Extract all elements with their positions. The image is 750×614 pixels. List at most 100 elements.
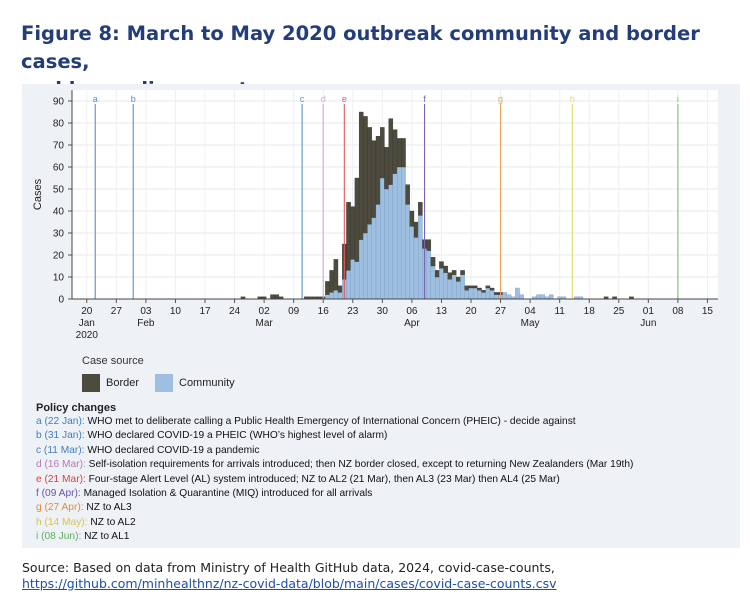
chart-panel: 0 10 20 30 40 50 60 70 80 90 Cases a b c d e f g h i 20 Jan 20…	[22, 84, 740, 548]
bar-community	[401, 166, 406, 300]
bar-border	[456, 276, 461, 282]
x-tick-label: 30	[377, 306, 389, 317]
bar-community	[388, 184, 394, 300]
x-tick-label: 09	[288, 306, 300, 317]
bar-border	[418, 202, 423, 216]
bar-border	[363, 116, 368, 234]
x-tick-label: 16	[318, 306, 330, 317]
y-axis-title: Cases	[32, 178, 44, 210]
policy-text: NZ to AL1	[81, 531, 130, 543]
y-tick-label: 80	[53, 119, 65, 130]
bar-community	[443, 272, 448, 300]
bar-community	[396, 166, 402, 300]
y-tick-label: 40	[53, 207, 65, 218]
bar-community	[363, 232, 368, 300]
policy-title: Policy changes	[36, 402, 117, 414]
legend-item-border: Border	[82, 374, 139, 392]
bar-border	[426, 239, 432, 251]
bar-community	[426, 250, 432, 300]
bar-border	[485, 285, 491, 289]
policy-item-b: b (31 Jan): WHO declared COVID-19 a PHEI…	[36, 430, 387, 441]
bar-community	[472, 287, 478, 300]
x-tick-label: 03	[140, 306, 152, 317]
bar-community	[350, 259, 356, 300]
x-tick-label: 20	[465, 306, 477, 317]
bar-community	[409, 226, 415, 300]
bar-community	[519, 294, 524, 300]
bar-community	[367, 224, 372, 300]
bar-border	[443, 265, 448, 273]
bar-border	[329, 270, 334, 293]
y-tick-label: 10	[53, 273, 65, 284]
bar-border	[384, 147, 389, 190]
bar-community	[413, 237, 419, 300]
bar-border	[396, 138, 402, 168]
event-label-f: f	[423, 94, 426, 104]
bar-community	[337, 292, 343, 300]
x-tick-label: 18	[584, 306, 596, 317]
policy-text: NZ to AL2	[87, 516, 136, 528]
x-tick-label: 02	[259, 306, 271, 317]
x-tick-label: 01	[643, 306, 655, 317]
policy-key: i (08 Jun):	[36, 531, 82, 543]
source-note: Source: Based on data from Ministry of H…	[22, 560, 737, 592]
bar-community	[506, 294, 512, 300]
x-tick-label: 27	[111, 306, 123, 317]
policy-key: g (27 Apr):	[36, 502, 84, 514]
bar-border	[274, 294, 280, 300]
event-label-i: i	[677, 94, 679, 104]
policy-item-c: c (11 Mar): WHO declared COVID-19 a pand…	[36, 445, 259, 456]
bar-border	[358, 111, 364, 240]
x-tick-label: 13	[436, 306, 448, 317]
bar-border	[392, 129, 398, 174]
bar-border	[354, 177, 360, 262]
bar-community	[354, 261, 360, 300]
event-label-h: h	[570, 94, 575, 104]
bar-border	[388, 118, 394, 185]
bar-community	[384, 188, 389, 300]
bar-community	[333, 290, 339, 300]
bar-border	[337, 285, 343, 293]
bar-community	[447, 279, 453, 300]
legend-item-community: Community	[155, 374, 235, 392]
x-month-label: May	[521, 318, 540, 329]
bar-border	[439, 261, 444, 269]
x-tick-label: 06	[406, 306, 418, 317]
bar-border	[375, 136, 381, 205]
bar-community	[485, 287, 491, 300]
bar-community	[515, 287, 520, 300]
bar-community	[430, 265, 436, 300]
bar-border	[468, 285, 474, 289]
bar-community	[494, 294, 499, 300]
bar-community	[540, 294, 546, 300]
policy-text: WHO met to deliberate calling a Public H…	[84, 416, 576, 427]
y-tick-label: 70	[53, 141, 65, 152]
policy-item-e: e (21 Mar): Four-stage Alert Level (AL) …	[36, 474, 560, 485]
event-label-g: g	[498, 94, 503, 104]
x-tick-label: 20	[81, 306, 93, 317]
policy-text: Four-stage Alert Level (AL) system intro…	[85, 473, 560, 485]
bar-border	[472, 285, 478, 289]
source-link[interactable]: https://github.com/minhealthnz/nz-covid-…	[22, 576, 557, 591]
bar-community	[464, 290, 470, 300]
bar-border	[430, 257, 436, 267]
policy-item-g: g (27 Apr): NZ to AL3	[36, 502, 132, 513]
bar-community	[489, 290, 495, 300]
legend-label-community: Community	[179, 377, 235, 389]
bar-community	[405, 204, 410, 300]
y-tick-label: 50	[53, 185, 65, 196]
bar-community	[456, 281, 461, 300]
bar-community	[502, 292, 508, 300]
legend-title: Case source	[82, 355, 144, 367]
x-month-label: Mar	[255, 318, 273, 329]
x-tick-label: 08	[672, 306, 684, 317]
title-line-1: Figure 8: March to May 2020 outbreak com…	[21, 22, 700, 73]
event-label-c: c	[300, 94, 305, 104]
bar-border	[405, 184, 410, 205]
x-tick-label: 04	[525, 306, 537, 317]
bar-border	[350, 206, 356, 260]
bar-community	[477, 290, 482, 300]
x-year-label: 2020	[76, 330, 99, 341]
bar-border	[413, 221, 419, 238]
